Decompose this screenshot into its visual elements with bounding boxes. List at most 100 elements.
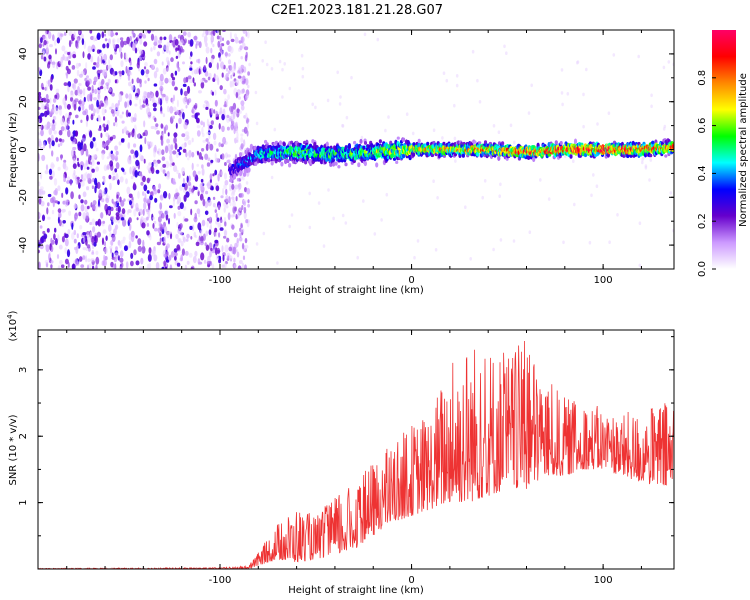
- noise-blob: [51, 140, 55, 147]
- noise-blob: [172, 199, 175, 207]
- noise-blob: [105, 132, 109, 138]
- noise-blob: [164, 124, 169, 131]
- noise-blob: [161, 213, 165, 219]
- noise-blob: [105, 145, 109, 151]
- noise-blob: [159, 232, 162, 237]
- noise-blob: [64, 258, 69, 265]
- noise-blob: [38, 197, 42, 205]
- noise-speck: [590, 193, 593, 198]
- signal-blob: [396, 136, 400, 140]
- noise-blob: [54, 200, 59, 204]
- noise-blob: [52, 60, 56, 69]
- noise-blob: [157, 189, 161, 194]
- noise-blob: [79, 225, 83, 230]
- noise-blob: [216, 247, 221, 255]
- noise-blob: [160, 87, 163, 96]
- noise-blob: [199, 182, 204, 189]
- noise-speck: [373, 232, 377, 236]
- noise-blob: [205, 190, 209, 195]
- noise-blob: [189, 79, 194, 84]
- noise-blob: [123, 245, 128, 252]
- noise-blob: [180, 108, 184, 113]
- noise-blob: [233, 257, 236, 263]
- noise-speck: [339, 95, 342, 99]
- noise-blob: [176, 152, 179, 159]
- noise-blob: [79, 73, 83, 78]
- noise-blob: [45, 103, 49, 109]
- noise-blob: [179, 257, 183, 262]
- noise-blob: [74, 212, 78, 220]
- noise-blob: [73, 204, 78, 209]
- noise-speck: [638, 221, 642, 225]
- noise-blob: [124, 101, 128, 109]
- noise-blob: [60, 154, 63, 161]
- noise-blob: [121, 208, 126, 215]
- noise-speck: [585, 67, 588, 72]
- noise-blob: [101, 237, 105, 246]
- noise-blob: [182, 112, 185, 120]
- noise-blob: [121, 120, 125, 124]
- noise-blob: [102, 259, 107, 267]
- noise-blob: [158, 39, 163, 44]
- noise-blob: [232, 200, 236, 208]
- noise-speck: [384, 128, 387, 133]
- noise-blob: [198, 152, 202, 160]
- noise-blob: [157, 216, 162, 223]
- noise-blob: [228, 246, 233, 252]
- noise-blob: [241, 205, 244, 210]
- noise-blob: [104, 38, 108, 42]
- noise-speck: [442, 71, 446, 75]
- noise-blob: [134, 170, 138, 178]
- noise-blob: [218, 123, 221, 130]
- noise-blob: [220, 50, 224, 56]
- noise-blob: [128, 240, 132, 249]
- noise-blob: [100, 102, 105, 107]
- noise-blob: [135, 260, 140, 266]
- noise-blob: [97, 218, 102, 227]
- noise-blob: [90, 258, 95, 262]
- noise-speck: [445, 78, 449, 83]
- noise-speck: [499, 238, 503, 242]
- noise-blob: [232, 213, 236, 217]
- noise-speck: [454, 159, 457, 163]
- noise-blob: [233, 64, 237, 72]
- noise-blob: [43, 97, 46, 103]
- noise-blob: [180, 88, 183, 96]
- noise-blob: [146, 222, 150, 227]
- noise-blob: [181, 48, 185, 53]
- signal-blob: [337, 165, 341, 169]
- noise-blob: [220, 195, 224, 199]
- noise-blob: [130, 234, 135, 243]
- snr-panel: -100 0 100 123 Height of straight line (km…: [6, 310, 675, 596]
- noise-blob: [60, 117, 65, 126]
- noise-blob: [136, 77, 140, 84]
- noise-blob: [233, 232, 238, 238]
- noise-blob: [66, 68, 71, 75]
- noise-blob: [148, 162, 153, 166]
- noise-blob: [173, 252, 178, 257]
- noise-blob: [147, 253, 152, 262]
- noise-blob: [73, 169, 76, 176]
- noise-speck: [476, 78, 479, 83]
- noise-speck: [308, 225, 312, 230]
- noise-blob: [38, 261, 41, 269]
- noise-blob: [224, 244, 229, 253]
- noise-blob: [206, 261, 211, 265]
- noise-blob: [184, 250, 189, 256]
- noise-blob: [218, 204, 220, 209]
- noise-blob: [174, 86, 178, 91]
- noise-blob: [107, 206, 112, 211]
- noise-blob: [90, 155, 95, 163]
- noise-blob: [140, 69, 145, 76]
- noise-blob: [171, 76, 176, 81]
- noise-blob: [137, 133, 141, 139]
- noise-speck: [572, 159, 575, 163]
- noise-blob: [52, 119, 55, 124]
- noise-blob: [169, 106, 174, 114]
- colorbar-tick-label: 0.0: [697, 261, 708, 277]
- noise-blob: [189, 39, 194, 47]
- noise-blob: [168, 34, 173, 42]
- noise-blob: [226, 154, 231, 158]
- noise-blob: [119, 37, 124, 41]
- noise-blob: [119, 242, 122, 249]
